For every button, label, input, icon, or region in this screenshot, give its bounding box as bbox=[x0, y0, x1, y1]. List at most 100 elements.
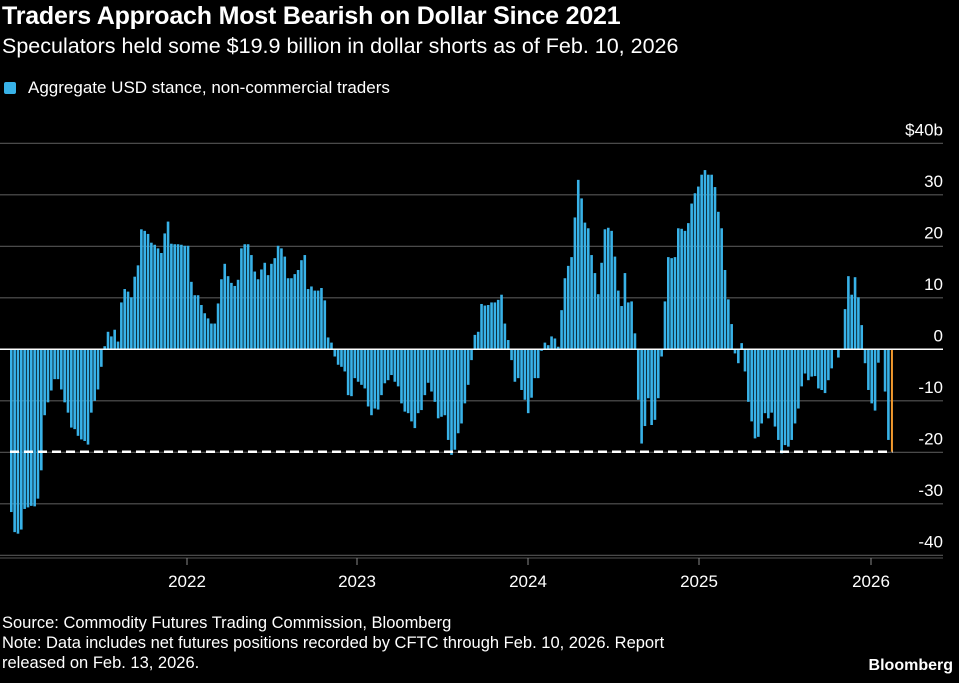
bar bbox=[440, 349, 443, 417]
bar bbox=[757, 349, 760, 437]
bar bbox=[23, 349, 26, 509]
bar bbox=[486, 305, 490, 350]
latest-bar bbox=[890, 349, 893, 452]
bar bbox=[526, 349, 530, 414]
bar bbox=[283, 256, 287, 350]
bar bbox=[867, 349, 870, 390]
bar bbox=[220, 279, 223, 350]
bar bbox=[410, 349, 413, 422]
bar bbox=[426, 349, 430, 383]
bar bbox=[240, 248, 243, 350]
bar bbox=[236, 279, 240, 350]
bar bbox=[130, 297, 133, 350]
legend-label: Aggregate USD stance, non-commercial tra… bbox=[28, 78, 390, 97]
bar bbox=[250, 255, 253, 350]
bar bbox=[80, 349, 83, 440]
bar bbox=[740, 343, 743, 350]
bar bbox=[670, 258, 673, 350]
bar bbox=[200, 305, 203, 350]
bar bbox=[313, 290, 317, 350]
bar bbox=[640, 349, 643, 444]
bar bbox=[790, 349, 793, 440]
bar bbox=[483, 305, 487, 350]
bar bbox=[10, 349, 13, 513]
bar bbox=[730, 324, 733, 350]
bar bbox=[56, 349, 60, 380]
bar bbox=[396, 349, 400, 387]
bar bbox=[753, 349, 757, 439]
bar bbox=[353, 349, 357, 379]
bar bbox=[593, 273, 597, 350]
bar bbox=[456, 349, 460, 434]
bar bbox=[707, 174, 710, 350]
bar bbox=[370, 349, 373, 416]
bar bbox=[576, 179, 580, 350]
bar bbox=[863, 349, 867, 364]
bar bbox=[683, 230, 687, 350]
bar bbox=[843, 309, 847, 350]
bar bbox=[543, 342, 547, 350]
bar bbox=[586, 228, 590, 350]
bar bbox=[673, 257, 677, 350]
bar bbox=[883, 349, 887, 392]
bar bbox=[803, 349, 807, 374]
bar bbox=[643, 349, 647, 427]
bar bbox=[180, 244, 183, 350]
bar bbox=[606, 227, 610, 350]
bar bbox=[713, 187, 717, 350]
bar bbox=[503, 323, 507, 350]
bar bbox=[680, 228, 683, 350]
bar bbox=[86, 349, 90, 445]
bar bbox=[540, 349, 543, 351]
bar bbox=[406, 349, 410, 414]
bar bbox=[416, 349, 420, 414]
bar bbox=[413, 349, 417, 429]
bar bbox=[703, 170, 707, 350]
bar bbox=[46, 349, 50, 403]
bar bbox=[873, 349, 877, 411]
bar bbox=[260, 269, 263, 350]
bar bbox=[820, 349, 824, 390]
bar bbox=[356, 349, 360, 382]
bar bbox=[720, 228, 723, 350]
bar bbox=[700, 174, 703, 350]
bar bbox=[470, 349, 473, 361]
bar bbox=[580, 198, 583, 350]
bar bbox=[600, 262, 603, 350]
x-tick-label: 2022 bbox=[168, 572, 206, 591]
bar bbox=[163, 233, 167, 350]
bar bbox=[750, 349, 753, 422]
bar bbox=[126, 291, 130, 350]
bar bbox=[100, 349, 103, 367]
bar bbox=[263, 262, 267, 350]
data-note-cont: released on Feb. 13, 2026. bbox=[2, 654, 200, 672]
bar bbox=[860, 325, 864, 350]
bar bbox=[663, 301, 667, 350]
bar bbox=[310, 286, 313, 350]
bar bbox=[810, 349, 813, 377]
bar bbox=[136, 265, 140, 350]
bar bbox=[630, 301, 633, 350]
bar bbox=[106, 331, 110, 350]
legend-swatch bbox=[4, 82, 16, 94]
bar bbox=[857, 297, 860, 350]
chart-title: Traders Approach Most Bearish on Dollar … bbox=[2, 2, 621, 30]
bar bbox=[536, 349, 540, 379]
bar bbox=[326, 337, 330, 350]
bar bbox=[660, 349, 663, 357]
x-tick-label: 2024 bbox=[509, 572, 547, 591]
bar bbox=[233, 285, 237, 350]
bar bbox=[626, 302, 630, 350]
bar bbox=[710, 174, 713, 350]
bar bbox=[453, 349, 457, 450]
bar bbox=[480, 303, 483, 350]
bar bbox=[306, 289, 310, 350]
bar bbox=[400, 349, 403, 404]
bar bbox=[460, 349, 463, 424]
bar bbox=[230, 282, 233, 350]
bar bbox=[783, 349, 787, 446]
bar bbox=[666, 257, 670, 350]
bar bbox=[13, 349, 16, 533]
bar bbox=[717, 211, 720, 350]
bar bbox=[636, 349, 640, 400]
